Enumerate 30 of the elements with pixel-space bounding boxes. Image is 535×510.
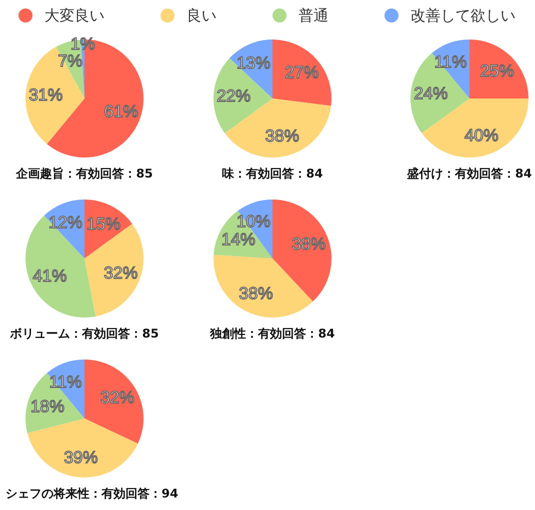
legend-label: 普通	[298, 6, 328, 24]
data-label: 41%	[32, 266, 67, 286]
text: 盛付け：有効回答：84	[406, 166, 532, 180]
data-label: 25%	[480, 61, 514, 80]
data-label: 61%	[104, 102, 138, 122]
text: 味：有効回答：84	[222, 166, 323, 180]
data-label: 15%	[86, 214, 121, 234]
legend-label: 良い	[186, 6, 216, 24]
data-label: 38%	[292, 234, 326, 254]
data-label: 32%	[104, 263, 138, 282]
data-label: 39%	[64, 448, 98, 467]
data-label: 13%	[236, 53, 271, 72]
data-label: 38%	[238, 284, 273, 304]
data-label: 27%	[284, 63, 319, 82]
text: 企画趣旨：有効回答：85	[15, 166, 153, 180]
text: 独創性：有効回答：84	[209, 326, 335, 340]
text: ボリューム：有効回答：85	[9, 326, 159, 340]
data-label: 32%	[100, 388, 134, 408]
data-label: 22%	[216, 86, 251, 106]
data-label: 31%	[28, 85, 63, 104]
data-label: 24%	[414, 84, 448, 104]
legend-label: 改善して欲しい	[410, 6, 516, 24]
legend-label: 大変良い	[44, 6, 104, 24]
data-label: 38%	[265, 126, 300, 146]
data-label: 12%	[48, 212, 83, 232]
data-label: 1%	[70, 34, 96, 54]
text: シェフの将来性：有効回答：94	[6, 486, 178, 500]
data-label: 14%	[221, 230, 256, 250]
data-label: 40%	[464, 126, 499, 146]
data-label: 18%	[30, 396, 64, 416]
